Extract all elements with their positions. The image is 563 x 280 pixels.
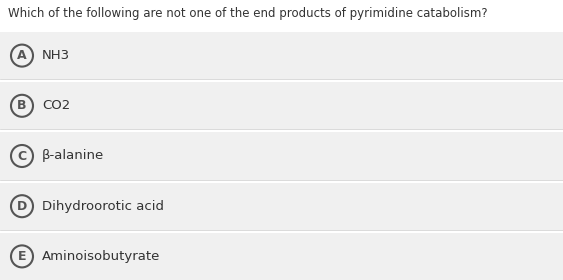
FancyBboxPatch shape [0,32,563,79]
Circle shape [11,45,33,67]
Text: CO2: CO2 [42,99,70,112]
Circle shape [11,195,33,217]
Text: B: B [17,99,27,112]
FancyBboxPatch shape [0,183,563,230]
Text: Dihydroorotic acid: Dihydroorotic acid [42,200,164,213]
FancyBboxPatch shape [0,82,563,129]
Text: C: C [17,150,26,162]
Text: A: A [17,49,27,62]
Text: NH3: NH3 [42,49,70,62]
Text: E: E [18,250,26,263]
Text: Aminoisobutyrate: Aminoisobutyrate [42,250,160,263]
Text: Which of the following are not one of the end products of pyrimidine catabolism?: Which of the following are not one of th… [8,7,488,20]
FancyBboxPatch shape [0,233,563,280]
Text: β-alanine: β-alanine [42,150,104,162]
Circle shape [11,145,33,167]
Circle shape [11,245,33,267]
Circle shape [11,95,33,117]
Text: D: D [17,200,27,213]
FancyBboxPatch shape [0,132,563,179]
